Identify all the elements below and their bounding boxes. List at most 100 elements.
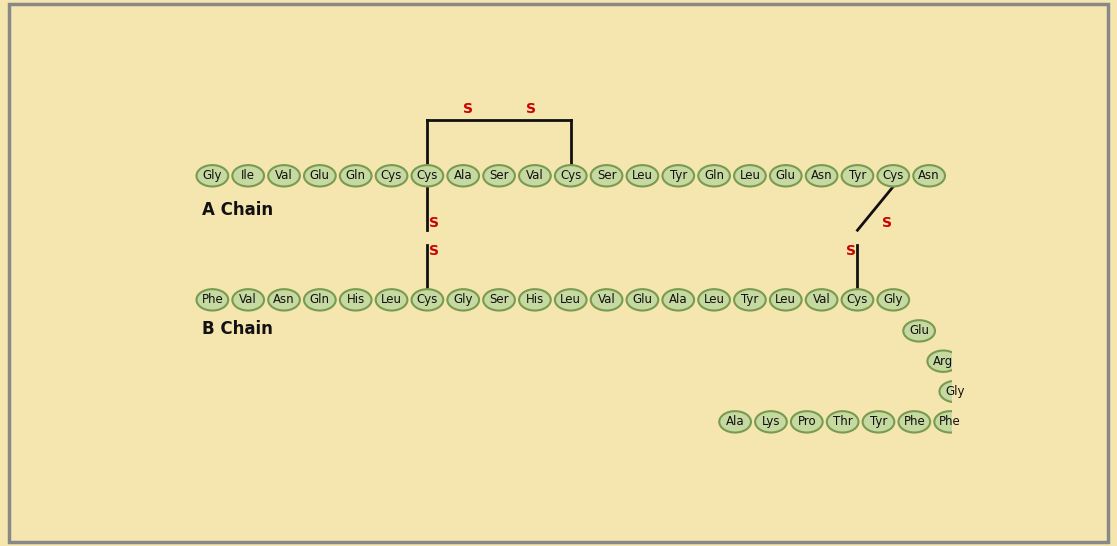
Text: Val: Val <box>526 169 544 182</box>
Text: Gly: Gly <box>454 293 472 306</box>
Text: Arg: Arg <box>933 355 954 367</box>
Text: Leu: Leu <box>632 169 653 182</box>
Text: Cys: Cys <box>882 169 904 182</box>
Ellipse shape <box>805 289 838 311</box>
Text: Glu: Glu <box>309 169 330 182</box>
Text: Ala: Ala <box>669 293 688 306</box>
Ellipse shape <box>878 289 909 311</box>
Ellipse shape <box>719 411 751 432</box>
Text: Gly: Gly <box>884 293 903 306</box>
Text: S: S <box>847 244 857 258</box>
Text: B Chain: B Chain <box>202 320 273 338</box>
Text: S: S <box>882 216 892 230</box>
Text: Ala: Ala <box>726 416 744 429</box>
Text: Thr: Thr <box>833 416 852 429</box>
Ellipse shape <box>904 320 935 342</box>
Ellipse shape <box>878 165 909 187</box>
Text: His: His <box>526 293 544 306</box>
Ellipse shape <box>304 289 336 311</box>
Ellipse shape <box>555 289 586 311</box>
Text: Ser: Ser <box>596 169 617 182</box>
Text: Ala: Ala <box>454 169 472 182</box>
Ellipse shape <box>939 381 971 402</box>
Ellipse shape <box>770 289 802 311</box>
Text: Glu: Glu <box>632 293 652 306</box>
Text: Leu: Leu <box>704 293 725 306</box>
Ellipse shape <box>375 289 408 311</box>
Text: Cys: Cys <box>381 169 402 182</box>
Ellipse shape <box>268 289 299 311</box>
Text: Gly: Gly <box>946 385 965 398</box>
Text: Asn: Asn <box>918 169 939 182</box>
Text: Tyr: Tyr <box>849 169 866 182</box>
Ellipse shape <box>662 289 694 311</box>
Ellipse shape <box>791 411 822 432</box>
Text: Cys: Cys <box>417 169 438 182</box>
Ellipse shape <box>519 165 551 187</box>
Ellipse shape <box>927 351 960 372</box>
Ellipse shape <box>627 165 658 187</box>
Text: Glu: Glu <box>909 324 929 337</box>
Ellipse shape <box>232 165 264 187</box>
Text: Leu: Leu <box>739 169 761 182</box>
Ellipse shape <box>268 165 299 187</box>
Text: Pro: Pro <box>798 416 817 429</box>
Ellipse shape <box>698 289 729 311</box>
Text: Tyr: Tyr <box>742 293 758 306</box>
Ellipse shape <box>698 165 729 187</box>
Text: Gln: Gln <box>309 293 330 306</box>
Ellipse shape <box>827 411 859 432</box>
Text: A Chain: A Chain <box>202 201 274 219</box>
Text: Asn: Asn <box>274 293 295 306</box>
Text: S: S <box>526 102 535 116</box>
Ellipse shape <box>934 411 966 432</box>
Text: Gly: Gly <box>202 169 222 182</box>
Ellipse shape <box>862 411 895 432</box>
Text: Leu: Leu <box>775 293 796 306</box>
Ellipse shape <box>448 165 479 187</box>
Text: Asn: Asn <box>811 169 832 182</box>
Text: S: S <box>429 244 439 258</box>
Ellipse shape <box>734 165 766 187</box>
Ellipse shape <box>448 289 479 311</box>
Ellipse shape <box>411 165 443 187</box>
Ellipse shape <box>591 289 622 311</box>
Text: Tyr: Tyr <box>870 416 887 429</box>
Ellipse shape <box>662 165 694 187</box>
Ellipse shape <box>519 289 551 311</box>
Ellipse shape <box>340 165 372 187</box>
Text: Lys: Lys <box>762 416 780 429</box>
Ellipse shape <box>841 289 873 311</box>
Ellipse shape <box>841 165 873 187</box>
Ellipse shape <box>304 165 336 187</box>
Text: Tyr: Tyr <box>669 169 687 182</box>
Text: Val: Val <box>239 293 257 306</box>
Ellipse shape <box>755 411 786 432</box>
Ellipse shape <box>484 289 515 311</box>
Ellipse shape <box>627 289 658 311</box>
Text: Phe: Phe <box>904 416 925 429</box>
Text: Val: Val <box>598 293 615 306</box>
Ellipse shape <box>914 165 945 187</box>
Ellipse shape <box>898 411 930 432</box>
Text: Ile: Ile <box>241 169 255 182</box>
Text: Gln: Gln <box>704 169 724 182</box>
Text: Phe: Phe <box>201 293 223 306</box>
Text: Glu: Glu <box>776 169 795 182</box>
Ellipse shape <box>591 165 622 187</box>
Ellipse shape <box>484 165 515 187</box>
Text: Cys: Cys <box>847 293 868 306</box>
Ellipse shape <box>770 165 802 187</box>
Text: Cys: Cys <box>417 293 438 306</box>
Text: Val: Val <box>813 293 830 306</box>
Text: S: S <box>462 102 472 116</box>
Ellipse shape <box>411 289 443 311</box>
Text: S: S <box>429 216 439 230</box>
Ellipse shape <box>197 165 228 187</box>
Text: Leu: Leu <box>381 293 402 306</box>
Ellipse shape <box>555 165 586 187</box>
Ellipse shape <box>197 289 228 311</box>
Text: Phe: Phe <box>939 416 961 429</box>
Ellipse shape <box>734 289 766 311</box>
Text: Val: Val <box>275 169 293 182</box>
